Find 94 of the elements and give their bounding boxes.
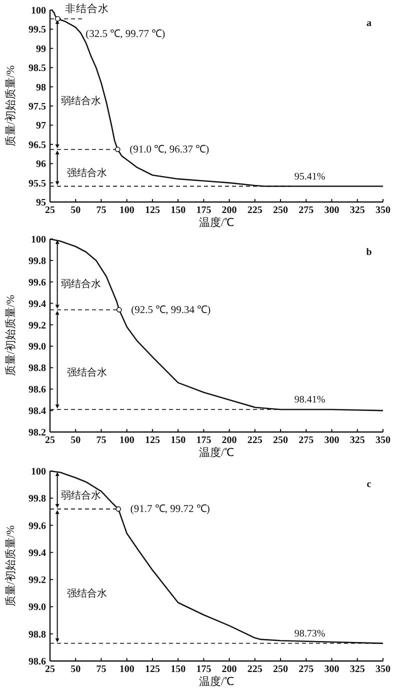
y-tick-label: 99.5 bbox=[28, 24, 46, 36]
x-axis-title: 温度/℃ bbox=[198, 446, 234, 459]
x-tick-label: 150 bbox=[170, 664, 186, 675]
y-axis-title: 质量/初始质量/% bbox=[4, 294, 17, 376]
annotation: (91.0 ℃, 96.37 ℃) bbox=[130, 144, 210, 156]
y-tick-label: 98.8 bbox=[28, 363, 46, 374]
text: c bbox=[366, 479, 372, 490]
y-tick-label: 99.6 bbox=[28, 277, 46, 288]
y-tick-label: 100 bbox=[31, 466, 46, 478]
y-axis-title: 质量/初始质量/% bbox=[4, 525, 17, 607]
y-tick-label: 99.2 bbox=[28, 575, 46, 586]
x-tick-label: 300 bbox=[324, 435, 340, 446]
x-tick-label: 300 bbox=[324, 205, 340, 216]
y-tick-label: 98.4 bbox=[28, 406, 46, 418]
x-tick-label: 100 bbox=[119, 435, 134, 446]
x-tick-label: 325 bbox=[350, 205, 365, 216]
y-tick-label: 99.0 bbox=[28, 602, 46, 614]
y-tick-label: 96 bbox=[36, 159, 46, 170]
annotation: 弱结合水 bbox=[61, 490, 101, 502]
x-tick-label: 125 bbox=[144, 435, 160, 446]
x-tick-label: 200 bbox=[222, 664, 237, 675]
y-tick-label: 98.6 bbox=[28, 384, 46, 396]
x-tick-label: 250 bbox=[273, 435, 288, 446]
y-axis-title: 质量/初始质量/% bbox=[4, 65, 17, 147]
annotation: 弱结合水 bbox=[61, 278, 101, 290]
annotation: (32.5 ℃, 99.77 ℃) bbox=[86, 28, 166, 40]
x-tick-label: 25 bbox=[45, 205, 55, 216]
y-tick-label: 95.5 bbox=[28, 178, 46, 190]
x-tick-label: 250 bbox=[273, 205, 288, 216]
x-tick-label: 50 bbox=[70, 664, 81, 675]
x-tick-label: 275 bbox=[298, 205, 314, 216]
y-tick-label: 100 bbox=[31, 6, 46, 16]
ref-line-label: 98.41% bbox=[294, 394, 326, 406]
x-tick-label: 350 bbox=[376, 435, 390, 446]
x-tick-label: 100 bbox=[119, 205, 134, 216]
x-tick-label: 275 bbox=[298, 435, 314, 446]
x-tick-label: 100 bbox=[119, 664, 134, 675]
x-tick-label: 325 bbox=[350, 435, 365, 446]
x-tick-label: 150 bbox=[170, 435, 186, 446]
y-tick-label: 97 bbox=[36, 120, 46, 132]
y-tick-label: 99 bbox=[36, 44, 46, 55]
x-tick-label: 50 bbox=[70, 205, 81, 216]
y-tick-label: 99.4 bbox=[28, 548, 46, 559]
ref-line-label: 98.73% bbox=[294, 628, 326, 640]
y-tick-label: 99.0 bbox=[28, 342, 46, 353]
y-tick-label: 98.5 bbox=[28, 63, 46, 74]
x-tick-label: 75 bbox=[96, 664, 106, 675]
y-tick-label: 99.6 bbox=[28, 520, 46, 532]
text: a bbox=[366, 18, 372, 29]
annotation: 弱结合水 bbox=[61, 94, 101, 107]
x-tick-label: 350 bbox=[376, 205, 390, 216]
annotation: 强结合水 bbox=[67, 587, 107, 600]
annotation: (92.5 ℃, 99.34 ℃) bbox=[131, 304, 212, 316]
annotation: 强结合水 bbox=[67, 167, 107, 180]
x-tick-label: 175 bbox=[196, 435, 212, 446]
x-tick-label: 50 bbox=[70, 435, 81, 446]
y-tick-label: 95 bbox=[36, 198, 46, 208]
x-tick-label: 275 bbox=[298, 664, 314, 675]
x-tick-label: 75 bbox=[96, 205, 106, 216]
annotation: (91.7 ℃, 99.72 ℃) bbox=[130, 504, 210, 515]
x-tick-label: 175 bbox=[196, 664, 212, 675]
x-tick-label: 75 bbox=[96, 435, 106, 446]
y-tick-label: 98.6 bbox=[28, 656, 46, 668]
y-tick-label: 98.2 bbox=[28, 428, 46, 438]
text: b bbox=[366, 247, 372, 258]
y-tick-label: 99.2 bbox=[28, 320, 46, 332]
y-tick-label: 99.8 bbox=[28, 256, 46, 267]
y-tick-label: 100 bbox=[31, 234, 46, 246]
x-tick-label: 300 bbox=[324, 664, 340, 675]
x-tick-label: 200 bbox=[222, 205, 237, 216]
ref-line-label: 95.41% bbox=[294, 171, 326, 182]
y-tick-label: 99.8 bbox=[28, 494, 46, 505]
x-tick-label: 150 bbox=[170, 205, 186, 216]
x-tick-label: 325 bbox=[350, 664, 365, 675]
y-tick-label: 98.8 bbox=[28, 629, 46, 640]
x-tick-label: 175 bbox=[196, 205, 212, 216]
annotation: 非结合水 bbox=[65, 2, 109, 15]
x-tick-label: 125 bbox=[144, 205, 160, 216]
x-axis-title: 温度/℃ bbox=[198, 675, 234, 688]
x-tick-label: 125 bbox=[144, 664, 160, 675]
x-tick-label: 225 bbox=[247, 664, 262, 675]
y-tick-label: 98 bbox=[36, 82, 46, 94]
x-tick-label: 250 bbox=[273, 664, 288, 675]
x-tick-label: 25 bbox=[45, 435, 55, 446]
x-tick-label: 200 bbox=[222, 435, 237, 446]
y-tick-label: 99.4 bbox=[28, 298, 46, 310]
annotation: 强结合水 bbox=[67, 366, 107, 379]
x-tick-label: 350 bbox=[376, 664, 390, 675]
x-tick-label: 25 bbox=[45, 664, 55, 675]
x-tick-label: 225 bbox=[247, 205, 262, 216]
y-tick-label: 96.5 bbox=[28, 140, 46, 151]
x-axis-title: 温度/℃ bbox=[198, 216, 234, 229]
y-tick-label: 97.5 bbox=[28, 102, 46, 112]
x-tick-label: 225 bbox=[247, 435, 262, 446]
